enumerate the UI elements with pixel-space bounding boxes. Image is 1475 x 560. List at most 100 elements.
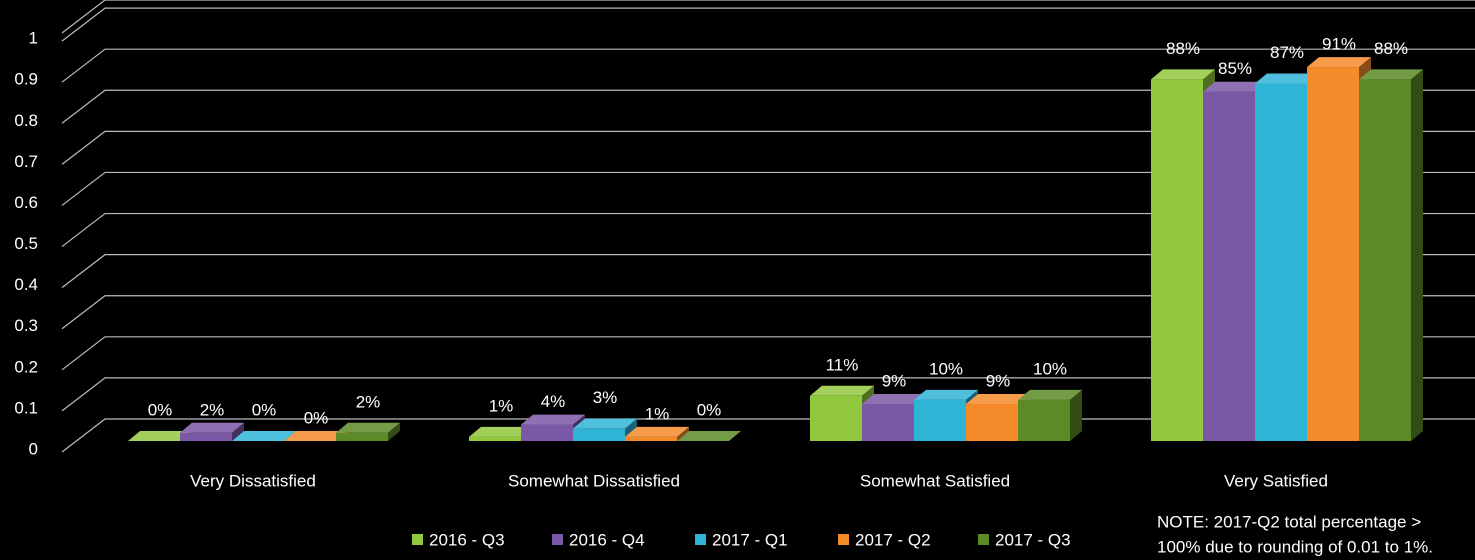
bar-top: [1359, 69, 1423, 80]
bar: [966, 404, 1018, 441]
data-label: 85%: [1218, 59, 1252, 78]
bar-top: [914, 389, 978, 400]
y-tick-label: 0.5: [14, 234, 38, 253]
legend-label: 2017 - Q3: [995, 530, 1071, 549]
data-label: 2%: [356, 392, 381, 411]
data-label: 0%: [252, 400, 277, 419]
bar-top: [1307, 57, 1371, 68]
bar-side: [677, 426, 689, 441]
data-label: 3%: [593, 388, 618, 407]
data-label: 10%: [929, 359, 963, 378]
bar-top: [1255, 73, 1319, 84]
bar-top: [1151, 69, 1215, 80]
bar-side: [1070, 389, 1082, 441]
legend-swatch: [978, 534, 989, 545]
bar: [521, 424, 573, 441]
bar-side: [1411, 69, 1423, 442]
legend-label: 2016 - Q3: [429, 530, 505, 549]
legend-label: 2017 - Q2: [855, 530, 931, 549]
y-tick-label: 0.3: [14, 316, 38, 335]
legend-swatch: [695, 534, 706, 545]
grid-line: [61, 171, 1475, 206]
grid-line: [61, 212, 1475, 248]
data-label: 4%: [541, 392, 566, 411]
grid-line: [61, 254, 1475, 289]
data-label: 0%: [304, 408, 329, 427]
y-tick-label: 0.4: [14, 275, 38, 294]
data-label: 0%: [697, 400, 722, 419]
bar-top: [521, 414, 585, 425]
x-tick-label: Somewhat Satisfied: [860, 471, 1010, 490]
legend-swatch: [838, 534, 849, 545]
data-label: 88%: [1166, 39, 1200, 58]
bar-top: [1203, 81, 1267, 92]
bar: [1018, 399, 1070, 441]
bar: [810, 395, 862, 441]
legend-label: 2017 - Q1: [712, 530, 788, 549]
x-tick-label: Somewhat Dissatisfied: [508, 471, 680, 490]
bar: [1359, 79, 1411, 442]
bar: [1307, 67, 1359, 441]
y-tick-label: 0.7: [14, 152, 38, 171]
x-tick-label: Very Satisfied: [1224, 471, 1328, 490]
bar-top: [862, 394, 926, 405]
bar-top: [232, 431, 296, 441]
legend-swatch: [552, 534, 563, 545]
grid-line: [61, 89, 1475, 124]
data-label: 2%: [200, 400, 225, 419]
grid-line: [61, 336, 1475, 371]
bar: [914, 399, 966, 441]
y-tick-label: 0.1: [14, 398, 38, 417]
bar-top: [573, 418, 637, 429]
bar-top: [336, 422, 400, 433]
bar-top: [469, 426, 533, 437]
data-label: 1%: [645, 404, 670, 423]
note-line: NOTE: 2017-Q2 total percentage >: [1157, 512, 1421, 531]
data-label: 0%: [148, 400, 173, 419]
bar-side: [232, 422, 244, 441]
bar-top: [180, 422, 244, 433]
data-label: 9%: [986, 372, 1011, 391]
grid-line: [61, 48, 1475, 83]
data-label: 87%: [1270, 43, 1304, 62]
bar: [862, 404, 914, 441]
bar-top: [810, 385, 874, 396]
plot-frame: [61, 0, 1475, 34]
bar: [625, 436, 677, 441]
data-label: 91%: [1322, 35, 1356, 54]
bar-top: [1018, 389, 1082, 400]
legend-label: 2016 - Q4: [569, 530, 645, 549]
bar: [573, 428, 625, 441]
data-label: 11%: [826, 355, 859, 374]
note-line: 100% due to rounding of 0.01 to 1%.: [1157, 537, 1433, 556]
y-tick-label: 1: [29, 29, 38, 48]
data-label: 1%: [489, 396, 514, 415]
bar-side: [388, 422, 400, 441]
grid-line: [61, 7, 1475, 42]
legend-swatch: [412, 534, 423, 545]
bar: [1203, 91, 1255, 442]
x-tick-label: Very Dissatisfied: [190, 471, 316, 490]
data-label: 10%: [1033, 359, 1067, 378]
y-tick-label: 0.2: [14, 357, 38, 376]
bar: [469, 436, 521, 441]
data-label: 9%: [882, 372, 907, 391]
bar: [1151, 79, 1203, 442]
grid-line: [61, 130, 1475, 165]
y-tick-label: 0.8: [14, 111, 38, 130]
grid-line: [61, 295, 1475, 330]
bar-top: [284, 431, 348, 441]
bar: [180, 432, 232, 441]
y-tick-label: 0.6: [14, 193, 38, 212]
bar-top: [625, 426, 689, 437]
bar-top: [128, 431, 192, 441]
bar-top: [677, 431, 741, 441]
bar-top: [966, 394, 1030, 405]
grid-line: [61, 377, 1475, 412]
bar: [336, 432, 388, 441]
y-tick-label: 0: [29, 439, 38, 458]
data-label: 88%: [1374, 39, 1408, 58]
y-tick-label: 0.9: [14, 70, 38, 89]
bar: [1255, 83, 1307, 441]
